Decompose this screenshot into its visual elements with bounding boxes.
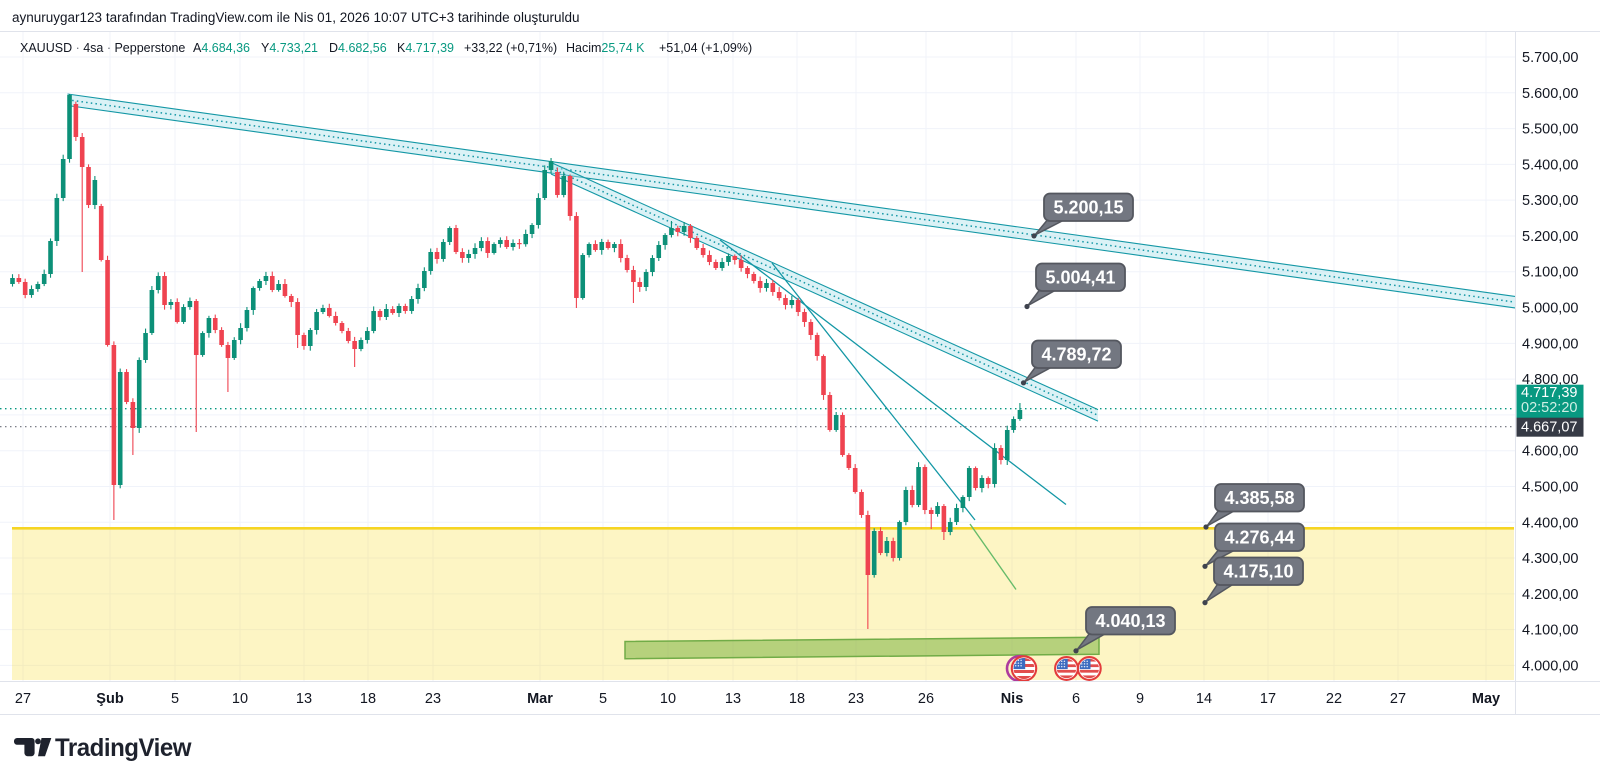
svg-text:18: 18	[360, 691, 376, 707]
svg-text:14: 14	[1196, 691, 1212, 707]
svg-text:4.385,58: 4.385,58	[1224, 488, 1294, 508]
svg-text:5.004,41: 5.004,41	[1045, 267, 1115, 287]
svg-text:5.500,00: 5.500,00	[1522, 122, 1578, 138]
svg-text:13: 13	[296, 691, 312, 707]
svg-text:5.700,00: 5.700,00	[1522, 50, 1578, 66]
svg-text:26: 26	[918, 691, 934, 707]
svg-text:5.200,00: 5.200,00	[1522, 229, 1578, 245]
svg-text:5.400,00: 5.400,00	[1522, 157, 1578, 173]
svg-text:4.175,10: 4.175,10	[1223, 561, 1293, 581]
svg-text:XAUUSD · 4sa · Pepperstone: XAUUSD · 4sa · Pepperstone	[20, 41, 185, 55]
svg-text:4.900,00: 4.900,00	[1522, 336, 1578, 352]
svg-text:5: 5	[171, 691, 179, 707]
svg-text:4.000,00: 4.000,00	[1522, 658, 1578, 674]
svg-text:5.000,00: 5.000,00	[1522, 301, 1578, 317]
svg-text:18: 18	[789, 691, 805, 707]
svg-text:5.200,15: 5.200,15	[1053, 197, 1123, 217]
svg-text:May: May	[1472, 691, 1500, 707]
svg-text:4.100,00: 4.100,00	[1522, 623, 1578, 639]
svg-text:Y4.733,21: Y4.733,21	[261, 41, 318, 55]
svg-text:4.667,07: 4.667,07	[1521, 420, 1577, 436]
svg-text:4.800,00: 4.800,00	[1522, 372, 1578, 388]
svg-text:10: 10	[232, 691, 248, 707]
svg-text:Mar: Mar	[527, 691, 553, 707]
svg-text:5.600,00: 5.600,00	[1522, 86, 1578, 102]
svg-text:4.400,00: 4.400,00	[1522, 515, 1578, 531]
svg-text:Nis: Nis	[1001, 691, 1024, 707]
svg-text:23: 23	[848, 691, 864, 707]
svg-text:5.100,00: 5.100,00	[1522, 265, 1578, 281]
svg-text:4.600,00: 4.600,00	[1522, 444, 1578, 460]
svg-text:5.300,00: 5.300,00	[1522, 193, 1578, 209]
svg-text:17: 17	[1260, 691, 1276, 707]
svg-text:13: 13	[725, 691, 741, 707]
svg-text:4.040,13: 4.040,13	[1095, 611, 1165, 631]
svg-text:TradingView: TradingView	[55, 734, 192, 762]
svg-text:6: 6	[1072, 691, 1080, 707]
svg-text:A4.684,36: A4.684,36	[193, 41, 250, 55]
svg-text:4.789,72: 4.789,72	[1041, 344, 1111, 364]
svg-text:K4.717,39: K4.717,39	[397, 41, 454, 55]
svg-text:4.276,44: 4.276,44	[1224, 527, 1294, 547]
svg-text:23: 23	[425, 691, 441, 707]
svg-text:27: 27	[15, 691, 31, 707]
svg-text:4.500,00: 4.500,00	[1522, 479, 1578, 495]
svg-text:Şub: Şub	[96, 691, 124, 707]
svg-text:D4.682,56: D4.682,56	[329, 41, 387, 55]
svg-text:10: 10	[660, 691, 676, 707]
svg-text:5: 5	[599, 691, 607, 707]
svg-text:27: 27	[1390, 691, 1406, 707]
svg-text:9: 9	[1136, 691, 1144, 707]
svg-text:02:52:20: 02:52:20	[1521, 400, 1577, 416]
svg-text:+51,04 (+1,09%): +51,04 (+1,09%)	[659, 41, 752, 55]
svg-text:4.717,39: 4.717,39	[1521, 385, 1577, 401]
svg-text:aynuruygar123 tarafından Tradi: aynuruygar123 tarafından TradingView.com…	[12, 10, 579, 25]
svg-text:22: 22	[1326, 691, 1342, 707]
svg-text:+33,22 (+0,71%): +33,22 (+0,71%)	[464, 41, 557, 55]
svg-text:4.300,00: 4.300,00	[1522, 551, 1578, 567]
svg-text:4.200,00: 4.200,00	[1522, 587, 1578, 603]
svg-text:Hacim25,74 K: Hacim25,74 K	[566, 41, 645, 55]
